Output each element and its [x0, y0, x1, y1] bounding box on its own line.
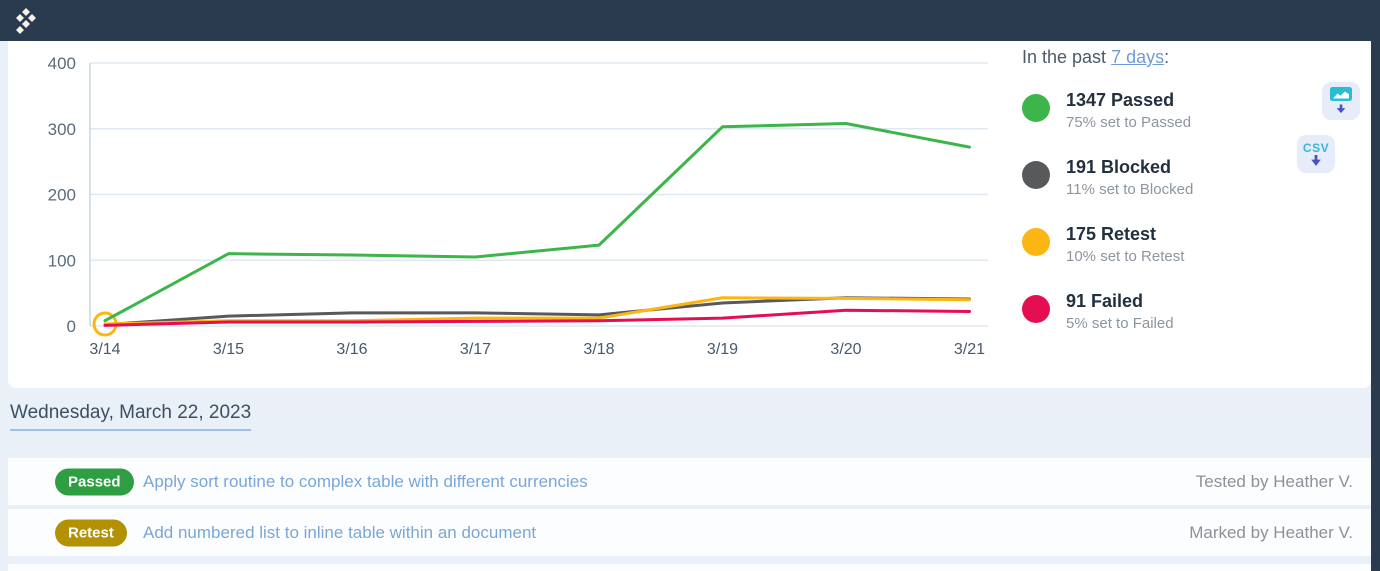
x-axis-tick-label: 3/19	[707, 341, 738, 358]
passed-percent-label: 75% set to Passed	[1066, 114, 1192, 131]
legend-title-prefix: In the past	[1022, 47, 1107, 67]
x-axis-tick-label: 3/15	[213, 341, 244, 358]
window-right-border	[1371, 0, 1380, 571]
x-axis-tick-label: 3/18	[583, 341, 614, 358]
row-meta-tested-by: Tested by Heather V.	[1195, 471, 1353, 491]
legend-item-blocked: 191 Blocked 11% set to Blocked	[1022, 155, 1312, 201]
download-chart-image-button[interactable]	[1322, 82, 1360, 120]
chart-legend: In the past 7 days: 1347 Passed 75% set t…	[1022, 47, 1312, 356]
y-axis-tick-label: 0	[67, 317, 76, 336]
top-bar	[0, 0, 1380, 41]
x-axis-tick-label: 3/16	[336, 341, 367, 358]
test-title-link[interactable]: Apply sort routine to complex table with…	[143, 471, 588, 491]
blocked-percent-label: 11% set to Blocked	[1066, 181, 1194, 198]
y-axis-tick-label: 300	[48, 120, 76, 139]
x-axis-tick-label: 3/17	[460, 341, 491, 358]
date-heading-link[interactable]: Wednesday, March 22, 2023	[10, 402, 252, 431]
legend-title: In the past 7 days:	[1022, 47, 1312, 68]
failed-count-label: 91 Failed	[1066, 291, 1144, 311]
activity-row[interactable]: Retest Add numbered list to inline table…	[8, 509, 1371, 556]
csv-download-icon: CSV	[1302, 140, 1330, 155]
legend-item-retest: 175 Retest 10% set to Retest	[1022, 222, 1312, 268]
legend-item-passed: 1347 Passed 75% set to Passed	[1022, 88, 1312, 134]
activity-row-partial	[8, 564, 1371, 571]
results-trend-chart: 0 100 200 300 400 3/14 3/15 3/16 3/17 3/18 3/19 3/2…	[48, 54, 988, 358]
series-line-failed	[103, 308, 971, 327]
passed-count-label: 1347 Passed	[1066, 90, 1175, 110]
retest-percent-label: 10% set to Retest	[1066, 248, 1185, 265]
y-axis-tick-label: 400	[48, 54, 76, 73]
series-line-passed	[103, 121, 971, 323]
retest-count-label: 175 Retest	[1066, 224, 1157, 244]
x-axis-tick-label: 3/21	[954, 341, 985, 358]
row-meta-marked-by: Marked by Heather V.	[1189, 522, 1353, 542]
chart-image-download-icon	[1330, 87, 1352, 114]
status-badge-passed: Passed	[55, 468, 134, 495]
activity-row[interactable]: Passed Apply sort routine to complex tab…	[8, 458, 1371, 505]
passed-series-dot-icon	[1022, 94, 1050, 122]
results-trend-card: 0 100 200 300 400 3/14 3/15 3/16 3/17 3/18 3/19 3/2…	[8, 41, 1371, 388]
y-axis-tick-label: 200	[48, 186, 76, 205]
app-logo-diamonds-icon	[16, 8, 36, 34]
x-axis-tick-label: 3/20	[830, 341, 861, 358]
retest-series-dot-icon	[1022, 228, 1050, 256]
legend-title-suffix: :	[1164, 47, 1170, 67]
download-csv-button[interactable]: CSV	[1297, 135, 1335, 173]
failed-percent-label: 5% set to Failed	[1066, 315, 1174, 332]
legend-item-failed: 91 Failed 5% set to Failed	[1022, 289, 1312, 335]
x-axis-tick-label: 3/14	[89, 341, 120, 358]
period-7-days-link[interactable]: 7 days	[1111, 47, 1165, 67]
download-arrow-icon	[1311, 154, 1321, 166]
failed-series-dot-icon	[1022, 295, 1050, 323]
blocked-count-label: 191 Blocked	[1066, 157, 1172, 177]
status-badge-retest: Retest	[55, 519, 127, 546]
blocked-series-dot-icon	[1022, 161, 1050, 189]
test-title-link[interactable]: Add numbered list to inline table within…	[143, 522, 537, 542]
y-axis-tick-label: 100	[48, 251, 76, 270]
